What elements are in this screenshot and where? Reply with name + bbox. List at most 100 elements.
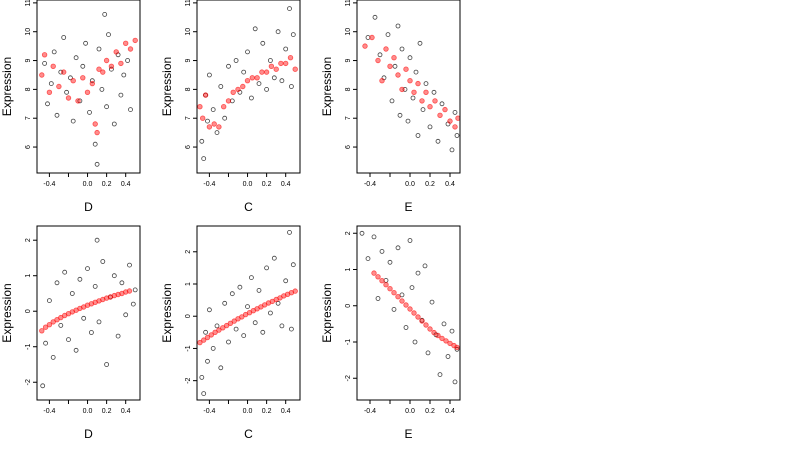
data-point-17 [256, 81, 262, 86]
data-point-27 [290, 32, 296, 37]
x-axis-label: D [84, 427, 93, 441]
data-point-4 [385, 32, 391, 37]
data-point-10 [77, 276, 83, 282]
y-tick-label: 6 [345, 145, 352, 149]
fitted-point-4 [56, 83, 62, 90]
x-tick-label: -0.4 [364, 408, 376, 415]
x-axis-label: E [404, 200, 412, 214]
data-point-7 [218, 365, 224, 371]
y-axis-label: Expression [320, 283, 334, 342]
y-tick-label: -2 [25, 379, 32, 385]
data-point-23 [109, 66, 114, 72]
data-point-2 [203, 329, 209, 335]
data-point-13 [241, 333, 247, 339]
x-tick-label: 0.2 [425, 181, 435, 188]
fitted-point-16 [435, 332, 441, 339]
data-point-1 [43, 340, 48, 346]
y-tick-label: 6 [25, 145, 32, 149]
y-tick-label: 8 [185, 87, 192, 91]
data-point-21 [271, 75, 277, 81]
data-point-15 [248, 95, 254, 101]
data-point-25 [130, 301, 136, 307]
fitted-point-13 [419, 98, 425, 104]
fitted-point-1 [375, 274, 381, 280]
data-point-26 [288, 326, 294, 332]
data-point-22 [275, 29, 281, 35]
data-point-14 [245, 49, 250, 55]
data-point-3 [205, 118, 210, 124]
fitted-point-11 [411, 89, 417, 95]
fitted-point-15 [100, 69, 106, 75]
y-tick-label: 0 [185, 314, 192, 318]
fitted-point-8 [399, 86, 405, 93]
data-point-22 [119, 280, 125, 286]
y-tick-label: 8 [345, 87, 352, 91]
fitted-point-21 [292, 66, 298, 72]
fitted-point-2 [375, 57, 381, 64]
x-tick-label: 0.2 [102, 181, 112, 188]
data-point-26 [454, 133, 460, 138]
y-tick-label: 1 [25, 274, 32, 278]
data-point-12 [407, 55, 413, 61]
data-point-8 [222, 300, 228, 306]
data-point-3 [205, 358, 210, 364]
data-point-4 [206, 72, 212, 78]
fitted-point-8 [230, 89, 236, 95]
data-point-4 [54, 280, 60, 286]
data-point-14 [415, 270, 421, 276]
x-tick-label: 0.0 [83, 181, 93, 188]
fitted-point-3 [206, 124, 213, 130]
fitted-point-7 [395, 72, 401, 78]
data-point-1 [45, 101, 50, 107]
data-point-11 [81, 315, 87, 321]
x-tick-label: 0.2 [262, 181, 272, 188]
data-point-16 [252, 26, 258, 32]
data-point-14 [87, 110, 92, 115]
data-point-15 [248, 275, 254, 281]
data-point-11 [407, 238, 413, 243]
data-point-13 [410, 95, 416, 101]
fitted-point-7 [223, 322, 230, 329]
data-point-11 [233, 58, 239, 63]
points-group [39, 237, 138, 389]
data-point-12 [409, 285, 415, 291]
x-tick-label: 0.4 [445, 408, 455, 415]
plot-frame [196, 225, 301, 401]
data-point-26 [132, 287, 138, 293]
data-point-8 [68, 75, 73, 81]
fitted-point-23 [126, 288, 133, 294]
fitted-point-16 [268, 63, 275, 69]
data-point-18 [104, 362, 109, 367]
y-tick-label: 11 [25, 0, 32, 7]
data-point-13 [241, 69, 247, 75]
fitted-point-5 [216, 327, 222, 333]
data-point-22 [445, 354, 451, 359]
data-point-6 [387, 259, 393, 265]
fitted-point-4 [211, 121, 217, 127]
data-point-20 [102, 11, 108, 17]
data-point-21 [104, 104, 109, 110]
fitted-point-7 [70, 77, 76, 84]
fitted-point-3 [208, 332, 214, 338]
fitted-point-13 [423, 322, 429, 328]
data-point-2 [48, 81, 54, 86]
y-axis-label: Expression [160, 283, 174, 342]
data-point-6 [62, 269, 68, 275]
x-tick-label: 0.2 [425, 408, 435, 415]
data-point-13 [89, 330, 94, 335]
data-point-15 [89, 78, 95, 84]
fitted-point-6 [391, 55, 397, 61]
y-tick-label: 10 [345, 28, 352, 36]
fitted-point-19 [447, 118, 453, 124]
data-point-23 [123, 312, 129, 318]
data-point-7 [395, 23, 401, 29]
data-point-17 [425, 350, 431, 356]
data-point-23 [279, 78, 285, 84]
data-point-18 [260, 40, 266, 46]
data-point-16 [92, 141, 98, 147]
y-tick-label: -2 [185, 377, 192, 383]
data-point-23 [449, 328, 455, 334]
data-point-21 [435, 138, 441, 144]
data-point-14 [413, 69, 419, 75]
